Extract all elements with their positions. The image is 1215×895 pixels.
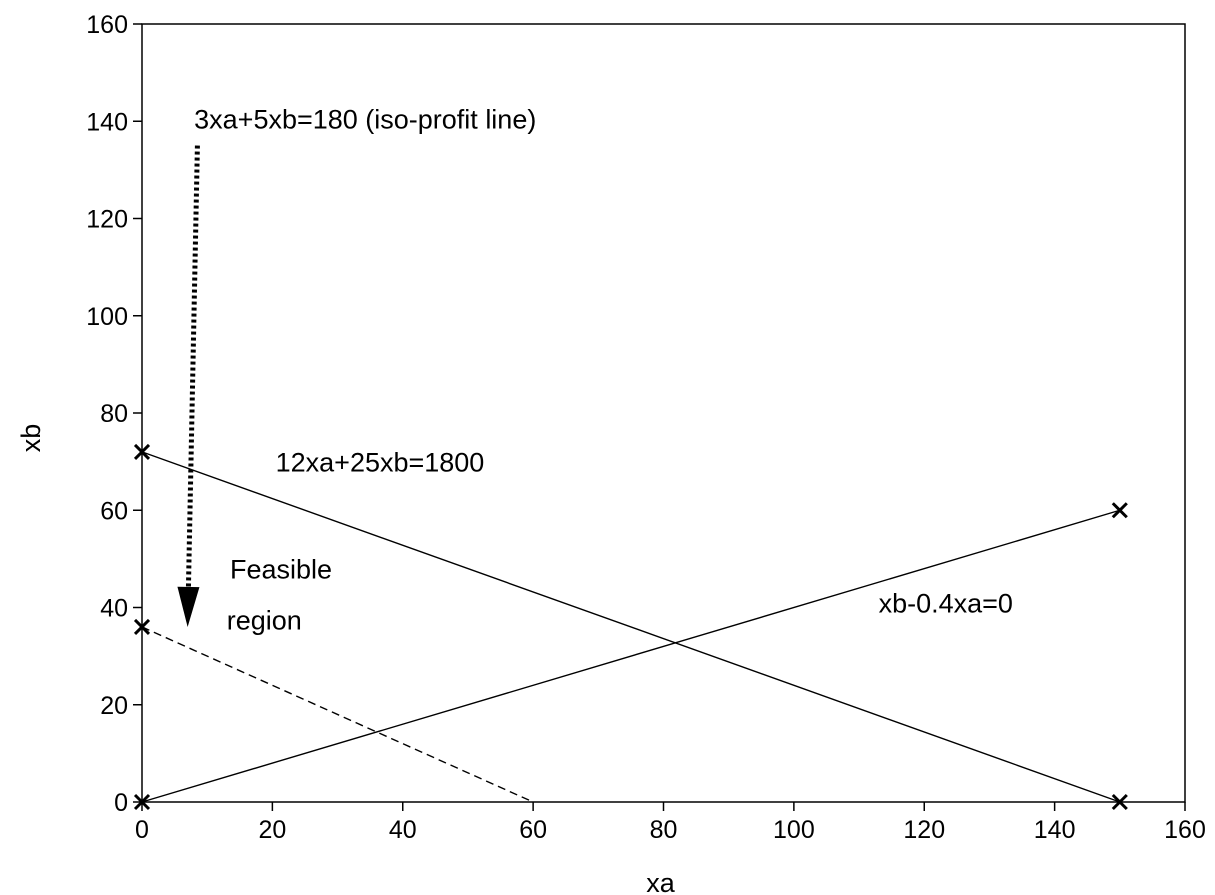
annotation-feasible1: Feasible <box>230 554 332 584</box>
x-tick-label: 40 <box>389 816 417 844</box>
x-tick-label: 160 <box>1164 816 1206 844</box>
axis-ticks: 0 20 40 60 80 100 120 140 160 0 20 40 60 80 100 120 140 1… <box>86 11 1206 844</box>
x-axis-label: xa <box>646 868 676 895</box>
x-tick-label: 0 <box>135 816 149 844</box>
x-marker <box>133 618 151 636</box>
y-tick-label: 40 <box>100 595 128 623</box>
annotation-isoprofit: 3xa+5xb=180 (iso-profit line) <box>194 105 536 135</box>
arrow-head <box>177 586 200 627</box>
x-marker <box>1111 502 1128 519</box>
y-tick-label: 20 <box>100 692 128 720</box>
x-tick-label: 20 <box>258 816 286 844</box>
x-tick-label: 100 <box>773 816 815 844</box>
y-tick-label: 140 <box>86 108 128 136</box>
y-axis-label: xb <box>16 424 46 453</box>
annotation-feasible2: region <box>227 605 302 635</box>
marker-group <box>133 443 1128 811</box>
x-tick-label: 60 <box>519 816 547 844</box>
arrow-shaft <box>185 145 200 588</box>
y-tick-label: 120 <box>86 206 128 234</box>
series-line-3 <box>141 626 534 803</box>
y-tick-label: 60 <box>100 497 128 525</box>
x-tick-label: 80 <box>650 816 678 844</box>
x-tick-label: 140 <box>1034 816 1076 844</box>
y-tick-label: 160 <box>86 11 128 39</box>
plot-frame <box>141 23 1186 803</box>
annotation-group: 12xa+25xb=1800 xb-0.4xa=0 3xa+5xb=180 (iso… <box>194 105 1013 636</box>
x-marker <box>1111 793 1128 811</box>
x-marker <box>133 443 151 460</box>
x-tick-label: 120 <box>903 816 945 844</box>
series-line-1 <box>141 451 1121 803</box>
y-tick-label: 100 <box>86 303 128 331</box>
series-group <box>141 451 1121 803</box>
y-tick-label: 0 <box>114 789 128 817</box>
annotation-constraint1: 12xa+25xb=1800 <box>276 447 485 477</box>
series-line-2 <box>141 509 1121 803</box>
annotation-constraint2: xb-0.4xa=0 <box>879 588 1013 618</box>
iso-profit-arrow <box>177 145 200 627</box>
x-marker <box>133 793 151 811</box>
y-tick-label: 80 <box>100 400 128 428</box>
